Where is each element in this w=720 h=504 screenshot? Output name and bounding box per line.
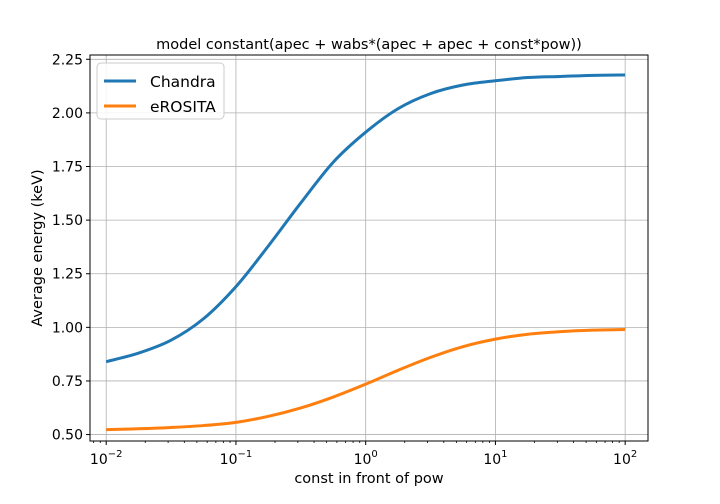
x-tick-label: 101 [483, 449, 507, 468]
plot-frame [89, 54, 649, 442]
x-tick-base: 10 [354, 452, 372, 468]
y-tick-label: 2.00 [52, 106, 83, 122]
legend-label: Chandra [150, 73, 216, 91]
x-axis: 10−2 10−1 100 101 102 [90, 441, 637, 468]
series-layer [105, 73, 626, 432]
x-tick-base: 10 [220, 452, 238, 468]
y-tick-label: 0.50 [52, 428, 83, 444]
legend-label: eROSITA [150, 98, 216, 116]
x-tick-base: 10 [483, 452, 501, 468]
grid-lines [90, 55, 648, 441]
y-tick-label: 1.75 [52, 160, 83, 176]
y-tick-label: 2.25 [52, 52, 83, 68]
y-tick-label: 1.00 [52, 320, 83, 336]
series-line-erosita [106, 327, 626, 432]
y-tick-label: 1.50 [52, 213, 83, 229]
x-tick-label: 10−1 [220, 449, 253, 468]
x-tick-label: 100 [354, 449, 378, 468]
x-tick-exponent: −1 [237, 449, 252, 460]
y-tick-label: 0.75 [52, 374, 83, 390]
x-axis-label: const in front of pow [294, 471, 443, 487]
x-tick-exponent: 2 [631, 449, 637, 460]
chart-title: model constant(apec + wabs*(apec + apec … [156, 37, 582, 53]
x-tick-label: 10−2 [90, 449, 123, 468]
y-axis-label: Average energy (keV) [30, 169, 46, 326]
x-tick-base: 10 [90, 452, 108, 468]
x-tick-base: 10 [613, 452, 631, 468]
y-axis: 0.50 0.75 1.00 1.25 1.50 1.75 2.00 2.25 [52, 52, 90, 444]
x-tick-exponent: 1 [501, 449, 507, 460]
legend: Chandra eROSITA [96, 62, 225, 120]
x-tick-label: 102 [613, 449, 637, 468]
x-tick-exponent: −2 [108, 449, 123, 460]
y-tick-label: 1.25 [52, 267, 83, 283]
x-tick-exponent: 0 [371, 449, 377, 460]
series-line-chandra [105, 73, 626, 364]
